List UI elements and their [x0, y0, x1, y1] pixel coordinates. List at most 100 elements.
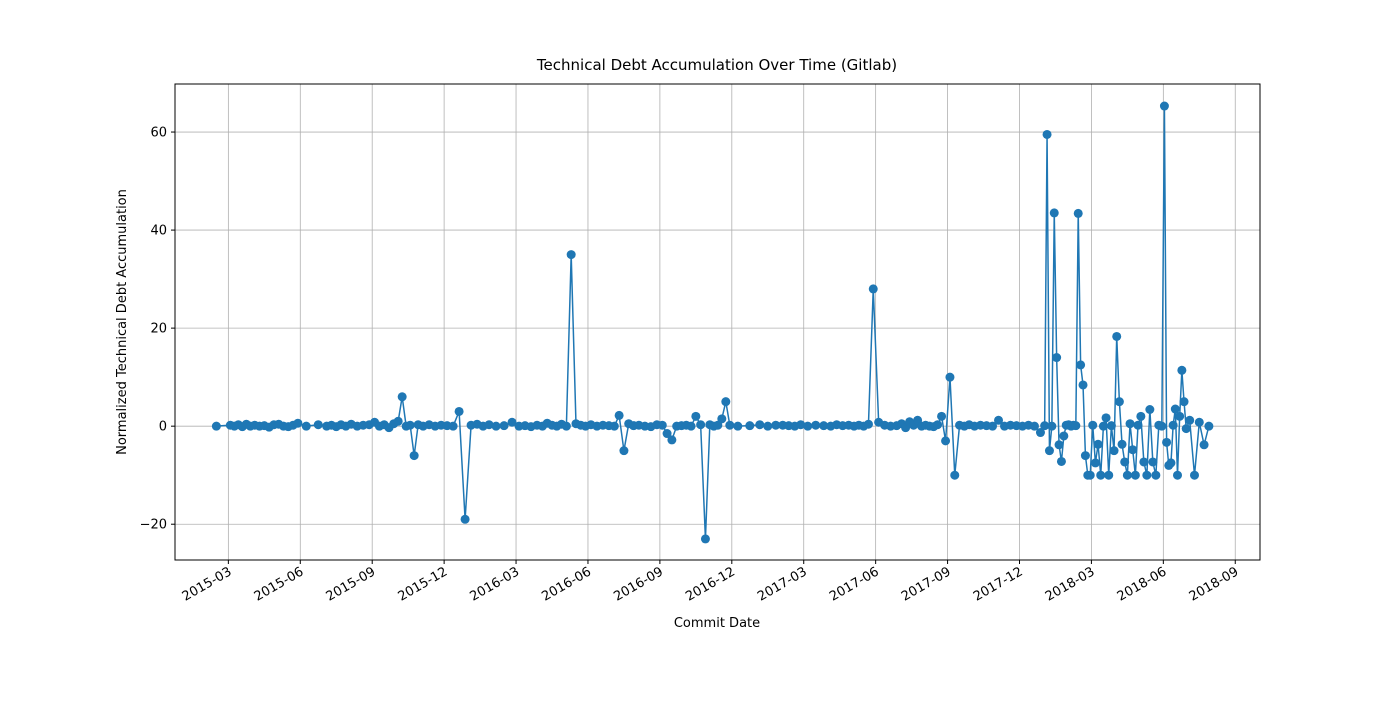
data-point — [667, 435, 677, 445]
data-point — [1073, 208, 1083, 218]
data-point — [657, 420, 667, 430]
axes-frame — [174, 83, 1261, 561]
data-point — [988, 421, 998, 431]
data-point — [1142, 470, 1152, 480]
data-point — [1128, 445, 1138, 455]
data-point — [1101, 413, 1111, 423]
data-point — [771, 420, 781, 430]
data-point — [1133, 420, 1143, 430]
data-point — [293, 418, 303, 428]
data-point — [1179, 397, 1189, 407]
data-point — [1151, 470, 1161, 480]
data-point — [1157, 421, 1167, 431]
data-point — [1120, 457, 1130, 467]
data-point — [448, 421, 458, 431]
data-point — [1054, 440, 1064, 450]
chart-title: Technical Debt Accumulation Over Time (G… — [536, 56, 897, 74]
data-point — [1204, 421, 1214, 431]
data-point — [868, 284, 878, 294]
data-point — [405, 420, 415, 430]
data-point — [1148, 457, 1158, 467]
data-point — [614, 410, 624, 420]
data-point — [1040, 421, 1050, 431]
data-point — [1166, 458, 1176, 468]
data-point — [1059, 431, 1069, 441]
data-point — [811, 420, 821, 430]
data-point — [1029, 421, 1039, 431]
data-point — [696, 420, 706, 430]
data-point — [1170, 404, 1180, 414]
data-point — [1162, 437, 1172, 447]
data-point — [211, 421, 221, 431]
data-point — [717, 414, 727, 424]
data-point — [1189, 470, 1199, 480]
data-point — [863, 419, 873, 429]
data-point — [1168, 420, 1178, 430]
data-point — [1109, 446, 1119, 456]
data-point — [945, 372, 955, 382]
data-point — [1104, 470, 1114, 480]
data-point — [755, 420, 765, 430]
x-axis-label: Commit Date — [674, 616, 760, 631]
data-point — [1199, 440, 1209, 450]
data-point — [313, 420, 323, 430]
data-point — [721, 397, 731, 407]
data-point — [763, 421, 773, 431]
data-point — [1093, 439, 1103, 449]
data-point — [1181, 424, 1191, 434]
data-point — [1076, 360, 1086, 370]
y-tick-label: 60 — [150, 126, 167, 141]
data-point — [796, 420, 806, 430]
data-point — [1088, 420, 1098, 430]
data-point — [1114, 397, 1124, 407]
data-point — [1098, 421, 1108, 431]
plot — [211, 101, 1214, 544]
data-point — [619, 446, 629, 456]
data-point — [460, 514, 470, 524]
data-point — [1042, 129, 1052, 139]
y-tick-label: 20 — [150, 322, 167, 337]
data-point — [1078, 380, 1088, 390]
data-point — [662, 429, 672, 439]
data-point — [1122, 470, 1132, 480]
data-point — [1049, 208, 1059, 218]
data-point — [1130, 470, 1140, 480]
data-point — [301, 421, 311, 431]
data-point — [745, 421, 755, 431]
data-point — [941, 436, 951, 446]
data-point — [393, 416, 403, 426]
data-point — [1117, 439, 1127, 449]
data-point — [484, 420, 494, 430]
data-point — [937, 411, 947, 421]
data-point — [1044, 446, 1054, 456]
data-point — [566, 250, 576, 260]
data-point — [1177, 365, 1187, 375]
y-tick-label: 40 — [150, 224, 167, 239]
y-axis-label: Normalized Technical Debt Accumulation — [115, 189, 130, 455]
data-point — [1145, 405, 1155, 415]
data-point — [700, 534, 710, 544]
data-point — [1106, 421, 1116, 431]
data-point — [507, 417, 517, 427]
data-point — [691, 411, 701, 421]
data-point — [1096, 470, 1106, 480]
data-point — [1056, 456, 1066, 466]
data-point — [491, 421, 501, 431]
data-point — [725, 420, 735, 430]
data-point — [686, 421, 696, 431]
data-point — [1035, 428, 1045, 438]
data-point — [1136, 411, 1146, 421]
data-point — [1080, 451, 1090, 461]
data-point — [1175, 411, 1185, 421]
data-point — [994, 415, 1004, 425]
data-point — [1085, 470, 1095, 480]
data-point — [1185, 415, 1195, 425]
data-point — [950, 470, 960, 480]
data-point — [609, 421, 619, 431]
data-point — [499, 421, 509, 431]
data-point — [409, 451, 419, 461]
data-point — [561, 421, 571, 431]
data-point — [1071, 421, 1081, 431]
data-point — [933, 420, 943, 430]
data-point — [819, 421, 829, 431]
